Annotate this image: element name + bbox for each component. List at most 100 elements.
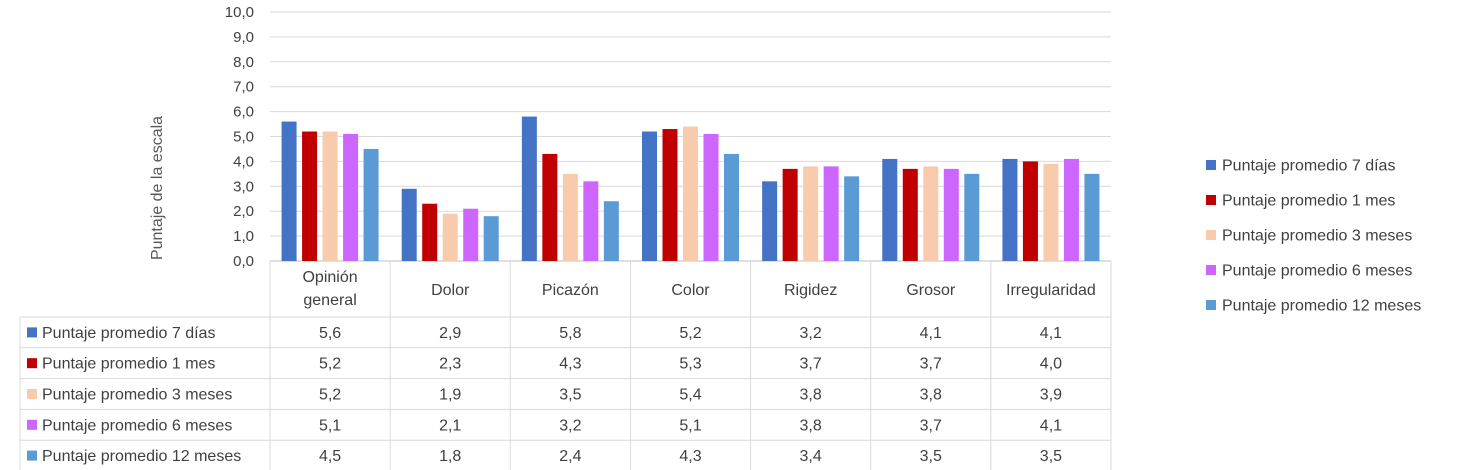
table-row-label: Puntaje promedio 3 meses bbox=[42, 387, 232, 404]
bar bbox=[322, 131, 338, 261]
bar bbox=[1043, 163, 1059, 261]
bar bbox=[844, 176, 860, 261]
bar bbox=[1084, 173, 1100, 261]
legend-swatch bbox=[1206, 300, 1216, 310]
table-cell-value: 3,9 bbox=[1040, 387, 1062, 404]
table-cell-value: 4,5 bbox=[319, 448, 341, 465]
table-cell-value: 3,5 bbox=[1040, 448, 1062, 465]
bar bbox=[683, 126, 698, 261]
bar bbox=[923, 166, 939, 261]
bar bbox=[422, 203, 438, 261]
y-tick-label: 6,0 bbox=[233, 104, 254, 121]
table-cell-value: 2,4 bbox=[559, 448, 581, 465]
table-cell-value: 4,1 bbox=[920, 325, 942, 342]
bar bbox=[703, 134, 719, 261]
bar bbox=[343, 134, 359, 261]
table-cell-value: 3,4 bbox=[800, 448, 822, 465]
bar bbox=[583, 181, 599, 261]
category-label: Irregularidad bbox=[1006, 282, 1096, 299]
category-label: Dolor bbox=[431, 282, 470, 299]
legend-swatch bbox=[1206, 195, 1216, 205]
category-label: Opinión bbox=[302, 269, 357, 286]
series-key-swatch bbox=[27, 419, 37, 430]
table-row-label: Puntaje promedio 7 días bbox=[42, 325, 215, 342]
bar bbox=[401, 188, 417, 261]
data-table: Opinión general Dolor Picazón Color Rigidez Gr… bbox=[19, 261, 1112, 470]
y-tick-label: 5,0 bbox=[233, 129, 254, 146]
bar bbox=[882, 158, 898, 261]
table-cell-value: 3,7 bbox=[920, 356, 942, 373]
bars bbox=[281, 116, 1100, 261]
legend-label: Puntaje promedio 12 meses bbox=[1222, 298, 1421, 315]
y-tick-label: 8,0 bbox=[233, 54, 254, 71]
bar bbox=[463, 208, 479, 261]
bar bbox=[782, 168, 798, 261]
y-tick-label: 0,0 bbox=[233, 253, 254, 270]
series-key-swatch bbox=[27, 389, 37, 399]
bar bbox=[442, 213, 458, 261]
table-cell-value: 3,5 bbox=[920, 448, 942, 465]
bar bbox=[603, 201, 619, 261]
bar bbox=[483, 216, 499, 261]
series-key-swatch bbox=[27, 450, 37, 461]
table-cell-value: 5,2 bbox=[319, 356, 341, 373]
table-cell-value: 5,8 bbox=[559, 325, 581, 342]
bar bbox=[1063, 158, 1079, 261]
y-axis-ticks: 0,0 1,0 2,0 3,0 4,0 5,0 6,0 7,0 8,0 9,0 10,0 bbox=[225, 4, 254, 270]
category-label: Grosor bbox=[906, 282, 956, 299]
y-tick-label: 2,0 bbox=[233, 203, 254, 220]
table-cell-value: 3,8 bbox=[800, 417, 822, 434]
table-cell-value: 2,1 bbox=[439, 417, 461, 434]
bar bbox=[1022, 161, 1038, 261]
table-cell-value: 3,7 bbox=[920, 417, 942, 434]
bar bbox=[762, 181, 778, 261]
table-cell-value: 4,3 bbox=[559, 356, 581, 373]
table-cell-value: 5,3 bbox=[679, 356, 701, 373]
legend: Puntaje promedio 7 días Puntaje promedio … bbox=[1206, 158, 1421, 315]
bar bbox=[964, 173, 980, 261]
bar bbox=[1002, 158, 1018, 261]
table-cell-value: 5,1 bbox=[319, 417, 341, 434]
bar bbox=[363, 148, 379, 261]
series-key-swatch bbox=[27, 327, 37, 338]
y-tick-label: 1,0 bbox=[233, 228, 254, 245]
table-cell-value: 5,2 bbox=[679, 325, 701, 342]
table-cell-value: 4,1 bbox=[1040, 417, 1062, 434]
table-cell-value: 3,2 bbox=[559, 417, 581, 434]
bar bbox=[662, 129, 678, 261]
table-cell-value: 3,2 bbox=[800, 325, 822, 342]
table-row-label: Puntaje promedio 1 mes bbox=[42, 356, 215, 373]
y-tick-label: 10,0 bbox=[225, 4, 254, 21]
table-cell-value: 2,9 bbox=[439, 325, 461, 342]
legend-label: Puntaje promedio 6 meses bbox=[1222, 263, 1412, 280]
legend-swatch bbox=[1206, 230, 1216, 240]
y-tick-label: 3,0 bbox=[233, 178, 254, 195]
bar bbox=[943, 168, 959, 261]
category-label: Rigidez bbox=[784, 282, 837, 299]
legend-label: Puntaje promedio 1 mes bbox=[1222, 193, 1395, 210]
table-cell-value: 5,2 bbox=[319, 387, 341, 404]
table-cell-value: 3,7 bbox=[800, 356, 822, 373]
bar bbox=[902, 168, 918, 261]
table-cell-value: 2,3 bbox=[439, 356, 461, 373]
table-cell-value: 4,3 bbox=[679, 448, 701, 465]
table-cell-value: 3,8 bbox=[920, 387, 942, 404]
table-cell-value: 3,5 bbox=[559, 387, 581, 404]
table-cell-value: 1,8 bbox=[439, 448, 461, 465]
legend-swatch bbox=[1206, 160, 1216, 170]
bar bbox=[302, 131, 318, 261]
table-cell-value: 3,8 bbox=[800, 387, 822, 404]
category-label: Picazón bbox=[542, 282, 599, 299]
y-tick-label: 9,0 bbox=[233, 29, 254, 46]
legend-swatch bbox=[1206, 265, 1216, 275]
category-label: Color bbox=[671, 282, 710, 299]
series-key-swatch bbox=[27, 358, 37, 369]
legend-label: Puntaje promedio 7 días bbox=[1222, 158, 1395, 175]
bar bbox=[642, 131, 657, 261]
legend-label: Puntaje promedio 3 meses bbox=[1222, 228, 1412, 245]
table-cell-value: 4,1 bbox=[1040, 325, 1062, 342]
category-label: general bbox=[303, 292, 356, 309]
table-cell-value: 5,4 bbox=[679, 387, 701, 404]
table-row-label: Puntaje promedio 12 meses bbox=[42, 448, 241, 465]
